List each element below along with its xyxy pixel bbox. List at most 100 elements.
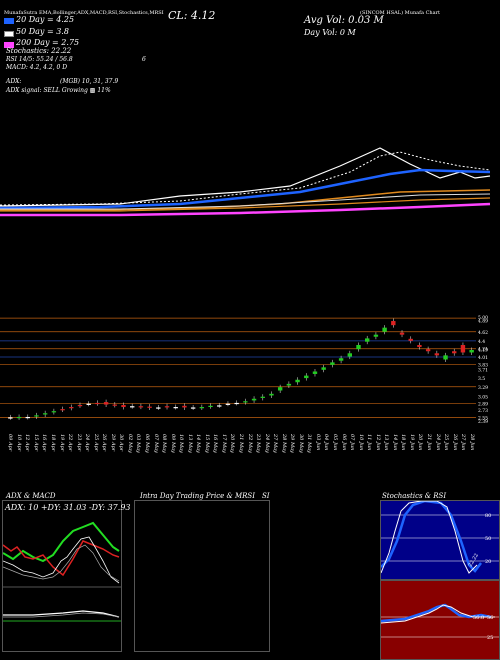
- mrsi-lines: 56 25 56.8: [381, 603, 499, 641]
- date-label: 29 Apr: [109, 434, 116, 452]
- candle: [34, 415, 39, 417]
- candle: [147, 406, 152, 408]
- candle: [365, 338, 370, 342]
- price-axis-label: 3.83: [478, 362, 488, 368]
- price-axis-label: 3.71: [478, 367, 488, 373]
- date-label: 10 May: [178, 434, 185, 453]
- date-label: 05 Jun: [332, 434, 338, 451]
- candle: [173, 407, 178, 409]
- candle: [243, 401, 248, 403]
- stoch-panel: 80 50 20 22.22: [380, 500, 500, 580]
- date-label: 30 Apr: [118, 434, 125, 452]
- candle: [260, 396, 265, 398]
- date-label: 08 May: [161, 434, 168, 453]
- candle: [382, 327, 387, 332]
- price-axis-label: 4.89: [478, 319, 488, 325]
- date-label: 04 Jun: [323, 434, 330, 451]
- top-left-title: MunafaSutra EMA,Bollinger,ADX,MACD,RSI,S…: [4, 10, 164, 16]
- candle: [86, 403, 91, 405]
- price-line: [0, 147, 491, 207]
- date-label: 19 Apr: [58, 434, 65, 452]
- price-axis-label: 5.00: [478, 315, 488, 321]
- candle: [469, 349, 474, 353]
- candle: [121, 404, 126, 408]
- adx-label: ADX:: [6, 78, 22, 85]
- date-label: 25 Jun: [443, 434, 450, 451]
- stochastics-readout: Stochastics: 22.22: [6, 47, 72, 55]
- price-axis-label: 2.39: [478, 419, 488, 424]
- price-axis-label: 3.05: [478, 395, 488, 401]
- price-axis-label: 4.4: [478, 339, 485, 345]
- adx-panel-title: ADX & MACD: [6, 492, 56, 500]
- date-label: 24 Apr: [84, 434, 91, 452]
- date-label: 15 Apr: [32, 434, 39, 452]
- candle: [156, 407, 161, 409]
- candle: [286, 383, 292, 386]
- adx-white-line: [3, 536, 120, 584]
- ema50-line-dotted: [0, 151, 491, 206]
- date-label: 02 May: [126, 434, 133, 453]
- date-label: 21 Jun: [426, 434, 432, 451]
- date-label: 21 May: [238, 434, 244, 453]
- candle: [356, 345, 361, 350]
- candle: [182, 405, 187, 408]
- date-label: 10 Apr: [15, 434, 22, 452]
- candle: [304, 375, 309, 379]
- stoch-panel-title: Stochastics & RSI: [382, 492, 447, 500]
- candle: [373, 334, 379, 337]
- ema-chart: [0, 147, 491, 217]
- candle: [138, 406, 144, 408]
- mrsi-axis-56: 56: [487, 615, 493, 621]
- candle: [312, 371, 318, 374]
- mrsi-white-line: [381, 604, 495, 624]
- candle: [69, 407, 74, 409]
- date-label: 19 Jun: [408, 434, 415, 451]
- legend-ema200: 200 Day = 2.75: [16, 38, 80, 47]
- date-label: 13 May: [186, 434, 193, 453]
- price-axis-label: 4.21: [478, 347, 488, 353]
- date-label: 27 Jun: [460, 434, 467, 451]
- intraday-panel-title: Intra Day Trading Price & MRSI: [140, 492, 255, 500]
- candle: [130, 406, 135, 408]
- candle: [51, 411, 57, 413]
- date-label: 14 May: [195, 434, 202, 453]
- price-axis-label: 4.19: [478, 348, 488, 354]
- date-label: 07 May: [152, 434, 159, 453]
- adx-values: (MGB) 10, 31, 37.9: [60, 78, 119, 85]
- stoch-axis-80: 80: [485, 513, 491, 519]
- candle: [217, 405, 222, 407]
- candle: [42, 413, 48, 415]
- ema20-line: [0, 168, 491, 210]
- candle: [199, 407, 205, 409]
- candle: [417, 345, 422, 348]
- date-label: 11 Jun: [366, 434, 373, 451]
- candle: [347, 353, 352, 357]
- legend-ema50: 50 Day = 3.8: [16, 27, 69, 36]
- candle: [460, 345, 466, 353]
- candle: [277, 387, 283, 391]
- stoch-k-line: [381, 501, 482, 573]
- candle: [25, 416, 30, 419]
- date-label: 18 Apr: [50, 434, 56, 452]
- day-volume: Day Vol: 0 M: [304, 28, 356, 37]
- legend-swatch-ema200: [4, 42, 14, 48]
- date-label: 12 Jun: [374, 434, 381, 451]
- date-label: 22 Apr: [67, 434, 74, 452]
- legend-swatch-ema50: [4, 31, 14, 37]
- candle: [408, 338, 413, 341]
- intraday-panel-title-suffix: SI: [262, 492, 270, 500]
- candle: [321, 367, 326, 370]
- date-label: 20 May: [229, 434, 236, 453]
- candle: [16, 416, 22, 419]
- date-label: 06 May: [144, 434, 150, 453]
- date-label: 29 May: [289, 434, 296, 453]
- date-label: 06 Jun: [340, 434, 347, 451]
- candle: [425, 349, 431, 352]
- stoch-lines: 80 50 20 22.22: [381, 501, 499, 574]
- candle: [443, 355, 448, 360]
- rsi-extra: 6: [142, 56, 146, 63]
- candle: [251, 398, 257, 401]
- candle: [330, 362, 335, 365]
- candle: [338, 358, 344, 361]
- candle: [77, 404, 83, 407]
